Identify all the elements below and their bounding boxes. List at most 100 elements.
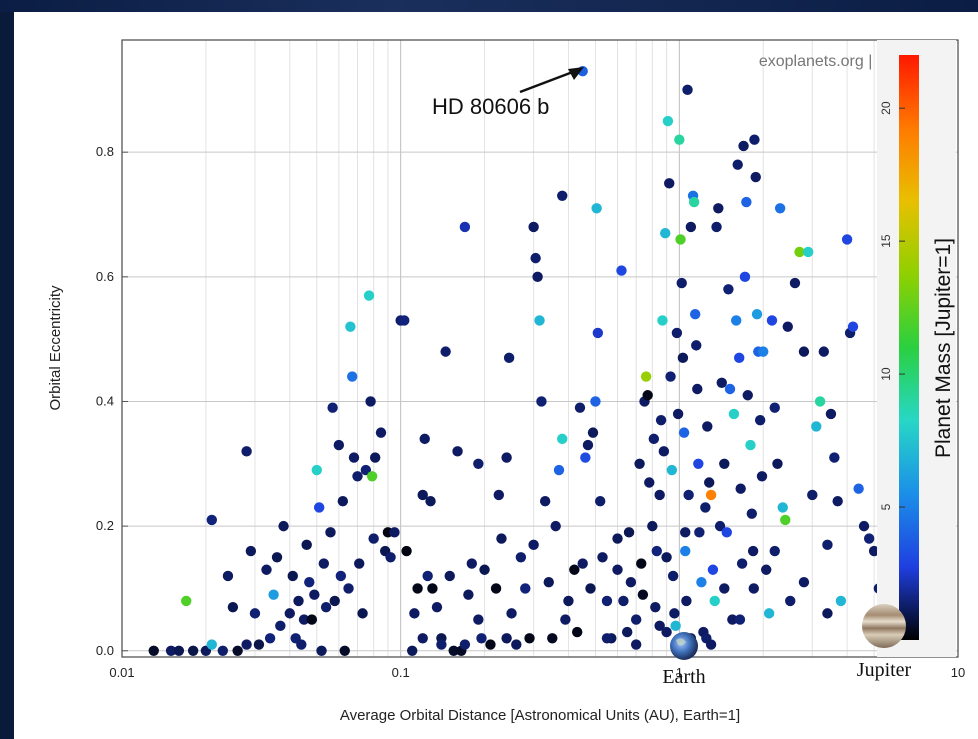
chart-panel bbox=[14, 12, 978, 739]
data-point bbox=[592, 327, 604, 339]
data-point bbox=[814, 396, 826, 407]
data-point bbox=[807, 489, 818, 501]
data-point bbox=[309, 589, 320, 600]
data-point bbox=[313, 502, 325, 513]
colorbar-tick-label: 15 bbox=[879, 234, 893, 248]
data-point bbox=[476, 633, 487, 644]
data-point bbox=[463, 589, 474, 600]
data-point bbox=[241, 446, 252, 457]
data-point bbox=[692, 383, 703, 395]
data-point bbox=[399, 315, 410, 326]
grid bbox=[121, 40, 958, 657]
data-point bbox=[557, 433, 568, 445]
data-point bbox=[858, 520, 870, 532]
data-point bbox=[747, 545, 759, 557]
data-point bbox=[794, 246, 805, 258]
data-point bbox=[637, 589, 649, 600]
data-point bbox=[798, 577, 810, 588]
data-point bbox=[853, 483, 864, 494]
data-point bbox=[731, 315, 742, 326]
data-point bbox=[389, 527, 400, 538]
data-point bbox=[298, 614, 310, 625]
data-point bbox=[630, 639, 642, 650]
data-point bbox=[284, 608, 295, 619]
data-point bbox=[368, 533, 379, 544]
data-point bbox=[675, 234, 686, 245]
data-point bbox=[287, 570, 298, 582]
data-point bbox=[780, 514, 791, 526]
data-point bbox=[452, 446, 463, 457]
y-tick-label: 0.0 bbox=[96, 643, 114, 658]
colorbar-tick-label: 10 bbox=[879, 367, 893, 381]
data-point bbox=[640, 371, 652, 382]
data-point bbox=[681, 595, 692, 607]
data-point bbox=[563, 595, 574, 607]
data-point bbox=[515, 552, 527, 563]
data-point bbox=[339, 645, 350, 656]
background-band bbox=[0, 0, 978, 12]
data-point bbox=[644, 477, 655, 488]
data-point bbox=[165, 645, 177, 656]
data-point bbox=[811, 421, 822, 432]
data-point bbox=[689, 309, 701, 320]
data-point bbox=[766, 315, 778, 326]
data-point bbox=[278, 520, 289, 532]
data-point bbox=[539, 495, 551, 507]
data-point bbox=[560, 614, 571, 625]
data-point bbox=[772, 458, 783, 469]
data-point bbox=[683, 489, 694, 501]
data-point bbox=[582, 439, 594, 451]
data-point bbox=[501, 633, 512, 644]
data-point bbox=[741, 196, 752, 208]
data-point bbox=[754, 414, 766, 426]
data-point bbox=[719, 583, 730, 594]
data-point bbox=[444, 570, 455, 582]
colorbar-tick-label: 5 bbox=[879, 503, 893, 510]
data-point bbox=[511, 639, 522, 650]
data-point bbox=[543, 577, 554, 588]
data-point bbox=[665, 371, 676, 382]
data-point bbox=[707, 564, 719, 575]
data-point bbox=[232, 645, 243, 656]
data-point bbox=[676, 277, 687, 289]
data-point bbox=[732, 159, 743, 170]
data-point bbox=[666, 464, 678, 476]
x-tick-label: 10 bbox=[951, 665, 965, 680]
earth-label: Earth bbox=[662, 666, 705, 688]
data-point bbox=[691, 340, 702, 351]
data-point bbox=[661, 552, 672, 563]
data-point bbox=[625, 577, 637, 588]
data-point bbox=[802, 246, 814, 258]
data-point bbox=[688, 196, 700, 208]
data-point bbox=[694, 527, 705, 538]
data-point bbox=[181, 595, 192, 607]
data-point bbox=[577, 558, 588, 569]
annotation-hd80606b: HD 80606 b bbox=[432, 94, 549, 119]
data-point bbox=[296, 639, 307, 650]
data-point bbox=[621, 626, 633, 638]
data-point bbox=[841, 234, 853, 245]
data-point bbox=[417, 489, 428, 501]
data-point bbox=[746, 508, 758, 519]
data-point bbox=[275, 620, 286, 632]
data-point bbox=[634, 458, 645, 469]
data-points bbox=[148, 65, 898, 656]
data-point bbox=[479, 564, 490, 575]
colorbar: 5 10 15 20 Planet Mass [Jupiter=1] bbox=[877, 40, 956, 657]
data-point bbox=[506, 608, 517, 619]
data-point bbox=[650, 601, 661, 613]
data-point bbox=[761, 564, 772, 575]
data-point bbox=[738, 140, 749, 152]
data-point bbox=[329, 595, 340, 607]
data-point bbox=[311, 464, 322, 476]
arrow-icon bbox=[519, 67, 584, 94]
colorbar-title: Planet Mass [Jupiter=1] bbox=[932, 238, 955, 458]
data-point bbox=[524, 633, 535, 644]
data-point bbox=[651, 545, 662, 557]
data-point bbox=[366, 471, 378, 482]
data-point bbox=[493, 489, 505, 501]
x-tick-label: 0.01 bbox=[109, 665, 134, 680]
data-point bbox=[530, 252, 541, 264]
data-point bbox=[261, 564, 272, 575]
